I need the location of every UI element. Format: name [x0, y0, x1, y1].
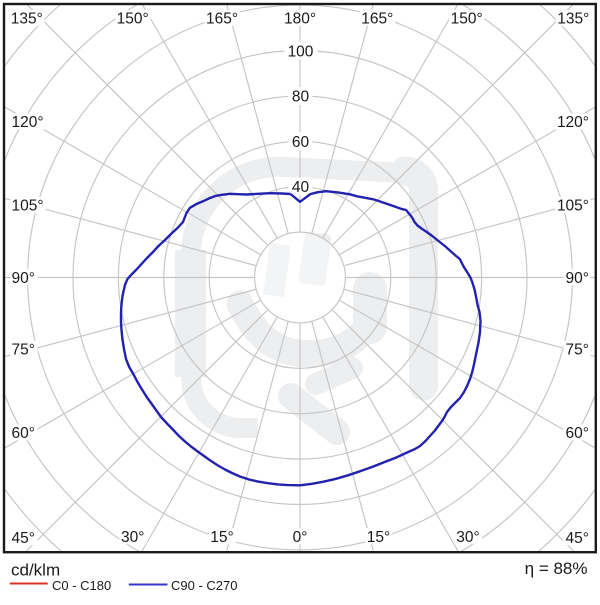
svg-text:100: 100 — [288, 43, 314, 60]
svg-text:45°: 45° — [566, 530, 589, 547]
svg-text:C90 - C270: C90 - C270 — [171, 578, 237, 593]
svg-text:135°: 135° — [11, 10, 43, 27]
svg-text:0°: 0° — [293, 529, 308, 546]
svg-text:90°: 90° — [12, 270, 35, 287]
svg-text:60°: 60° — [12, 425, 35, 442]
svg-text:15°: 15° — [367, 529, 390, 546]
svg-text:75°: 75° — [566, 342, 589, 359]
svg-text:90°: 90° — [566, 270, 589, 287]
svg-text:80: 80 — [292, 89, 310, 106]
svg-text:105°: 105° — [12, 198, 44, 215]
svg-text:C0 - C180: C0 - C180 — [52, 578, 111, 593]
svg-text:180°: 180° — [284, 10, 316, 27]
svg-text:165°: 165° — [206, 10, 238, 27]
svg-text:105°: 105° — [557, 198, 589, 215]
svg-text:165°: 165° — [361, 10, 393, 27]
svg-text:120°: 120° — [12, 114, 44, 131]
svg-text:150°: 150° — [451, 10, 483, 27]
svg-text:150°: 150° — [117, 10, 149, 27]
svg-text:120°: 120° — [557, 114, 589, 131]
svg-text:135°: 135° — [557, 10, 589, 27]
svg-text:30°: 30° — [121, 529, 144, 546]
svg-text:η = 88%: η = 88% — [525, 559, 588, 578]
svg-text:40: 40 — [292, 179, 310, 196]
svg-text:cd/klm: cd/klm — [11, 561, 60, 580]
svg-text:60°: 60° — [566, 425, 589, 442]
svg-text:45°: 45° — [12, 530, 35, 547]
svg-text:75°: 75° — [12, 342, 35, 359]
svg-text:15°: 15° — [210, 529, 233, 546]
svg-text:60: 60 — [292, 134, 310, 151]
svg-text:30°: 30° — [456, 529, 479, 546]
